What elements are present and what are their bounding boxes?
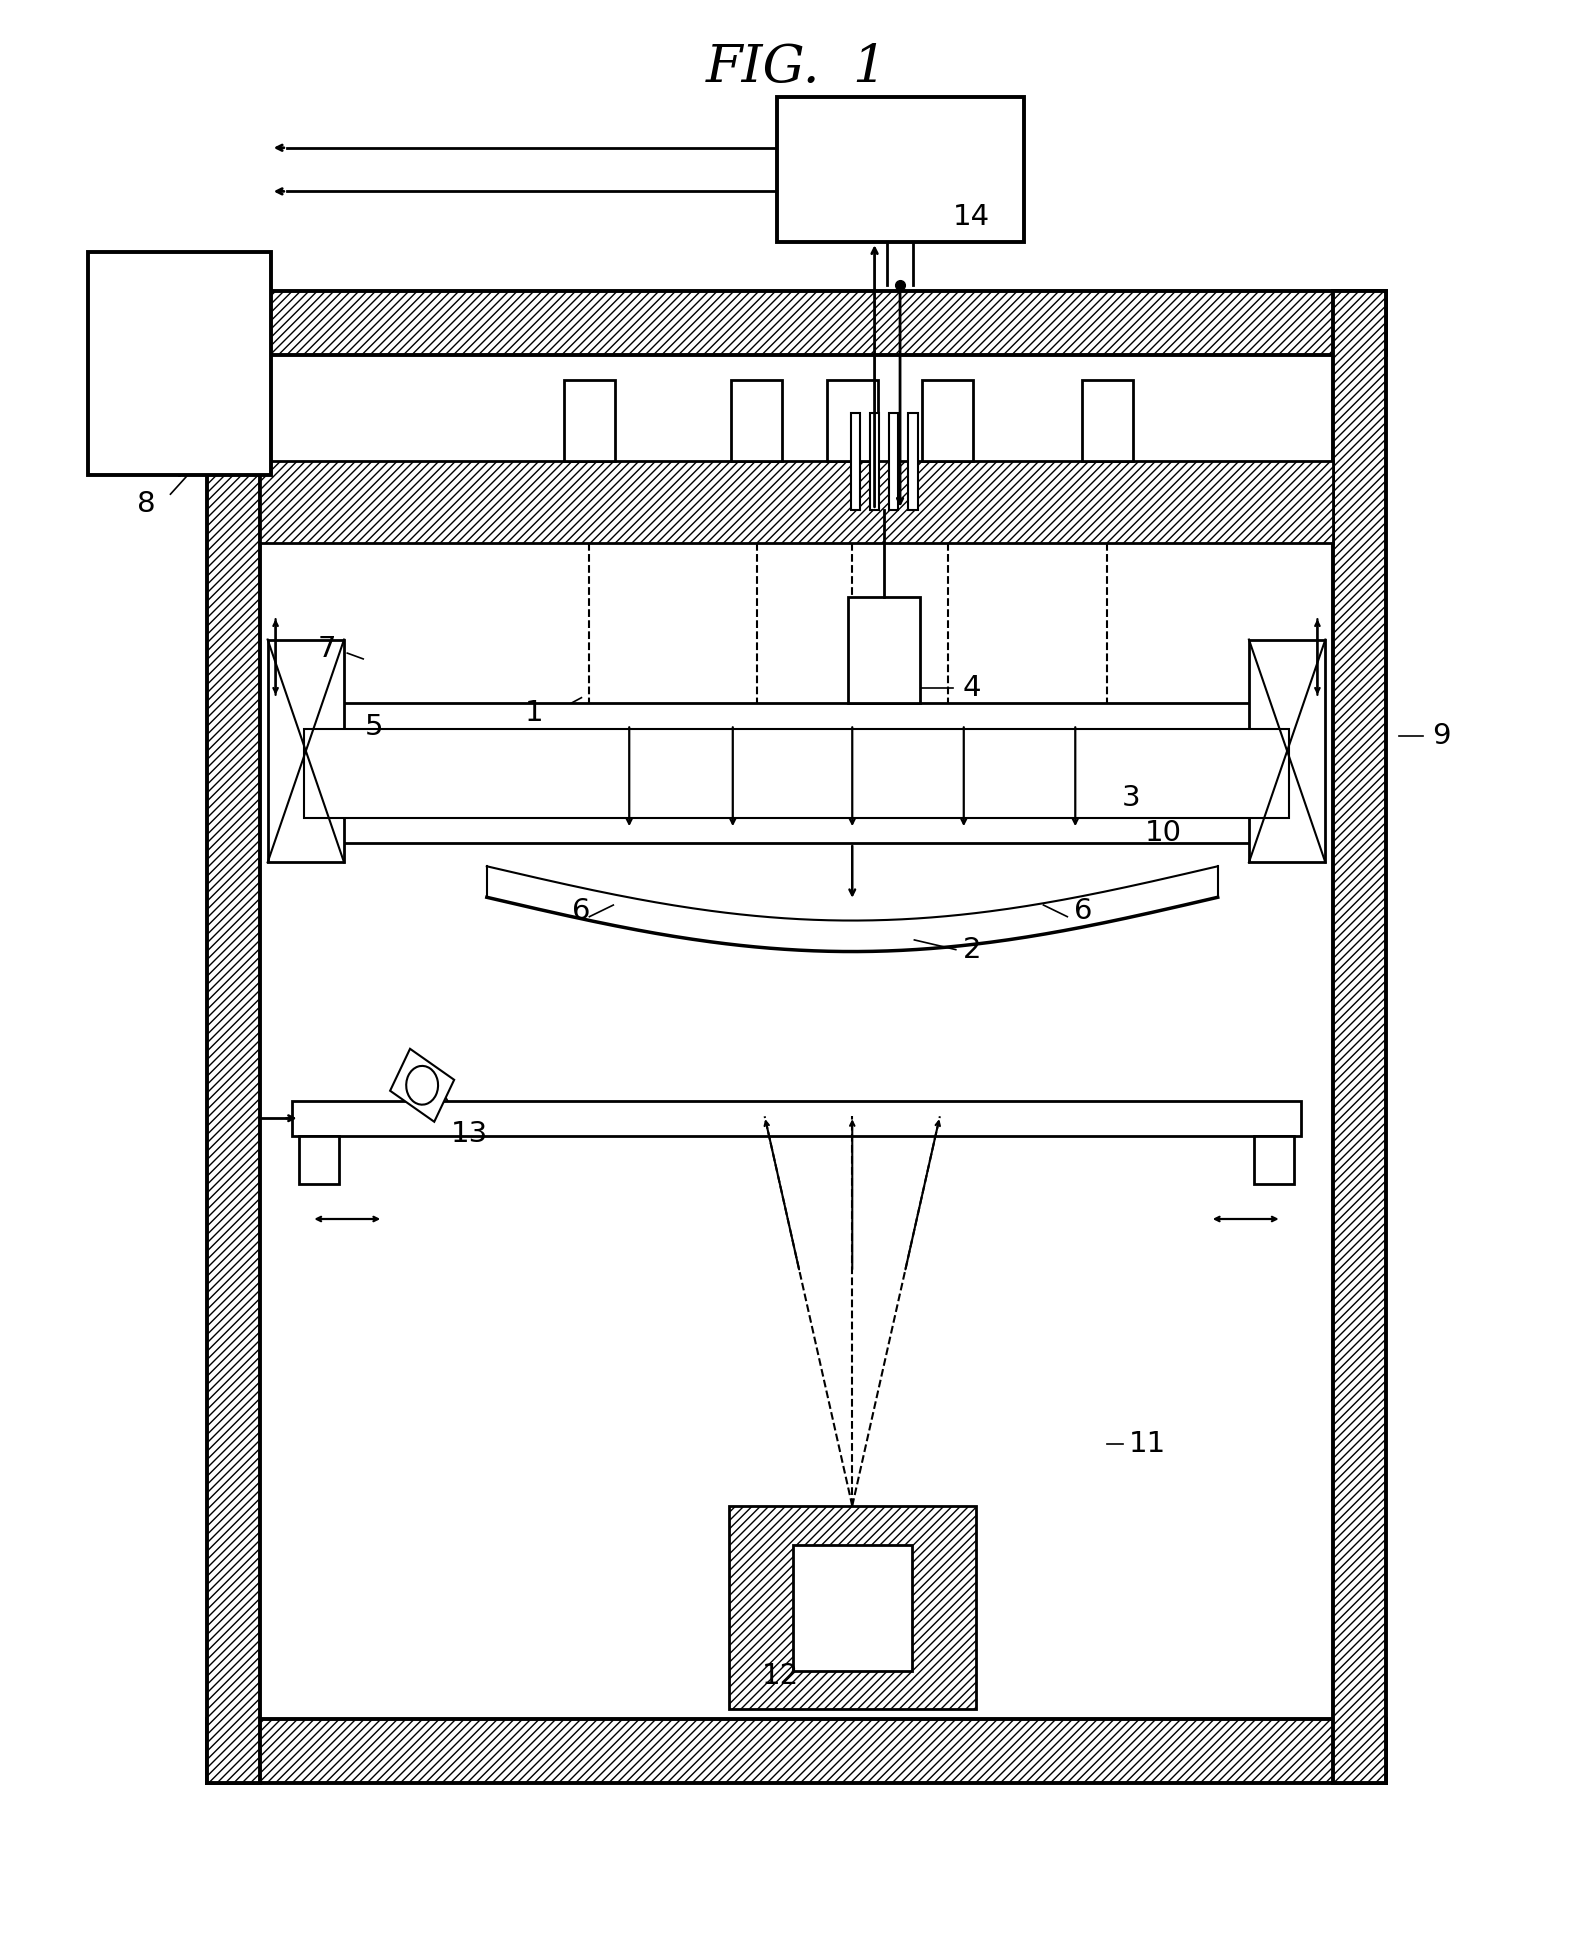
- Text: 4: 4: [962, 674, 981, 702]
- Text: 6: 6: [572, 897, 591, 924]
- Bar: [88, 252, 271, 475]
- Text: FIG.  1: FIG. 1: [706, 43, 887, 93]
- Bar: [299, 1136, 339, 1184]
- Bar: [728, 1506, 975, 1709]
- Text: 14: 14: [953, 203, 991, 231]
- Text: 13: 13: [451, 1120, 489, 1147]
- Bar: [827, 380, 878, 461]
- Text: 12: 12: [761, 1663, 800, 1690]
- Text: 9: 9: [1432, 723, 1451, 750]
- Bar: [1254, 1136, 1294, 1184]
- Bar: [260, 461, 1333, 543]
- Bar: [922, 380, 973, 461]
- Bar: [870, 413, 879, 510]
- Bar: [207, 291, 260, 1783]
- Bar: [207, 1719, 1386, 1783]
- Text: 8: 8: [137, 490, 156, 517]
- Text: 10: 10: [1144, 820, 1182, 847]
- Bar: [908, 413, 918, 510]
- Text: 6: 6: [1074, 897, 1093, 924]
- Text: 3: 3: [1121, 785, 1141, 812]
- Text: 5: 5: [365, 713, 384, 740]
- Bar: [776, 97, 1023, 242]
- Bar: [1249, 640, 1325, 862]
- Text: 11: 11: [1128, 1430, 1166, 1457]
- Text: 7: 7: [317, 636, 336, 663]
- Bar: [390, 1048, 454, 1122]
- Bar: [731, 380, 782, 461]
- Bar: [304, 729, 1289, 818]
- Bar: [292, 1101, 1301, 1136]
- Bar: [851, 413, 860, 510]
- Bar: [849, 597, 921, 703]
- Text: 1: 1: [524, 700, 543, 727]
- Bar: [889, 413, 898, 510]
- Bar: [268, 640, 344, 862]
- Bar: [564, 380, 615, 461]
- Bar: [1333, 291, 1386, 1783]
- Bar: [284, 703, 1309, 843]
- Bar: [1082, 380, 1133, 461]
- Bar: [207, 291, 1386, 355]
- Text: 2: 2: [962, 936, 981, 963]
- Bar: [793, 1545, 911, 1671]
